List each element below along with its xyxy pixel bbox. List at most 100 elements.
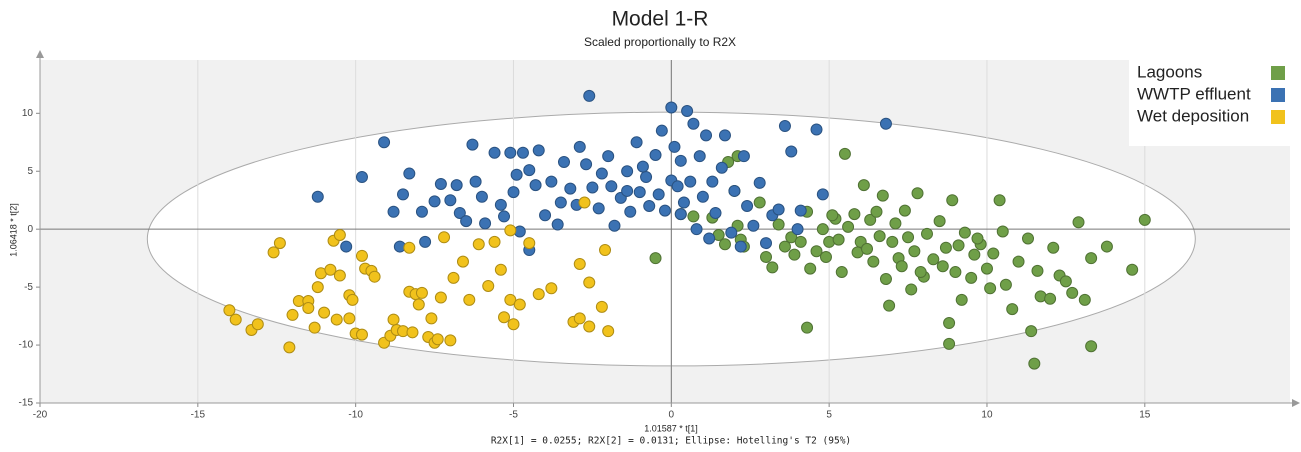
legend-label: Wet deposition: [1137, 106, 1249, 125]
data-point: [251, 318, 264, 331]
data-point: [649, 149, 662, 162]
data-point: [504, 224, 517, 237]
data-point: [911, 187, 924, 200]
data-point: [687, 117, 700, 130]
data-point: [333, 228, 346, 241]
data-point: [958, 226, 971, 239]
data-point: [898, 204, 911, 217]
data-point: [952, 239, 965, 252]
data-point: [523, 237, 536, 250]
data-point: [608, 219, 621, 232]
data-point: [1022, 232, 1035, 245]
data-point: [564, 182, 577, 195]
data-point: [914, 266, 927, 279]
data-point: [444, 334, 457, 347]
legend-swatch: [1271, 66, 1285, 80]
data-point: [734, 240, 747, 253]
data-point: [908, 245, 921, 258]
data-point: [801, 321, 814, 334]
data-point: [397, 188, 410, 201]
data-point: [583, 320, 596, 333]
data-point: [460, 215, 473, 228]
data-point: [583, 89, 596, 102]
data-point: [428, 195, 441, 208]
data-point: [466, 138, 479, 151]
data-point: [996, 225, 1009, 238]
data-point: [504, 146, 517, 159]
data-point: [879, 273, 892, 286]
data-point: [273, 237, 286, 250]
data-point: [791, 223, 804, 236]
data-point: [573, 312, 586, 325]
x-axis-label: 1.01587 * t[1]: [644, 423, 698, 433]
data-point: [267, 246, 280, 259]
data-point: [573, 140, 586, 153]
chart-title: Model 1-R: [612, 8, 709, 31]
data-point: [665, 101, 678, 114]
data-point: [687, 210, 700, 223]
data-point: [510, 168, 523, 181]
data-point: [223, 304, 236, 317]
data-point: [848, 208, 861, 221]
data-point: [700, 129, 713, 142]
data-point: [933, 215, 946, 228]
data-point: [681, 104, 694, 117]
y-tick-label: -15: [19, 398, 34, 409]
data-point: [753, 176, 766, 189]
data-point: [936, 260, 949, 273]
data-point: [302, 301, 315, 314]
data-point: [902, 231, 915, 244]
data-point: [599, 244, 612, 257]
data-point: [586, 181, 599, 194]
data-point: [718, 129, 731, 142]
data-point: [595, 167, 608, 180]
data-point: [693, 150, 706, 163]
data-point: [785, 231, 798, 244]
data-point: [507, 186, 520, 199]
data-point: [624, 205, 637, 218]
data-point: [857, 179, 870, 192]
y-tick-label: -5: [24, 282, 33, 293]
data-point: [355, 171, 368, 184]
data-point: [1031, 264, 1044, 277]
data-point: [504, 293, 517, 306]
data-point: [1066, 286, 1079, 299]
y-tick-label: -10: [19, 340, 34, 351]
data-point: [709, 206, 722, 219]
data-point: [690, 223, 703, 236]
data-point: [283, 341, 296, 354]
data-point: [494, 198, 507, 211]
data-point: [949, 266, 962, 279]
x-tick-label: 5: [826, 410, 832, 421]
data-point: [652, 188, 665, 201]
footer-note: R2X[1] = 0.0255; R2X[2] = 0.0131; Ellips…: [491, 436, 851, 447]
x-tick-label: 0: [669, 410, 675, 421]
data-point: [516, 146, 529, 159]
data-point: [1012, 255, 1025, 268]
data-point: [450, 179, 463, 192]
data-point: [532, 288, 545, 301]
data-point: [403, 241, 416, 254]
data-point: [674, 154, 687, 167]
data-point: [1085, 340, 1098, 353]
data-point: [760, 250, 773, 263]
y-axis-label: 1.06418 * t[2]: [8, 203, 18, 257]
data-point: [766, 261, 779, 274]
data-point: [659, 204, 671, 217]
data-point: [355, 249, 368, 262]
data-point: [415, 286, 428, 299]
data-point: [1059, 275, 1072, 288]
data-point: [760, 237, 773, 250]
data-point: [703, 232, 716, 245]
series-group: [223, 196, 615, 354]
data-point: [387, 313, 400, 326]
data-point: [753, 196, 766, 209]
data-point: [864, 213, 877, 226]
data-point: [469, 175, 482, 188]
data-point: [419, 235, 432, 248]
data-point: [741, 200, 754, 213]
data-point: [488, 146, 501, 159]
data-point: [444, 194, 457, 207]
data-point: [905, 283, 918, 296]
